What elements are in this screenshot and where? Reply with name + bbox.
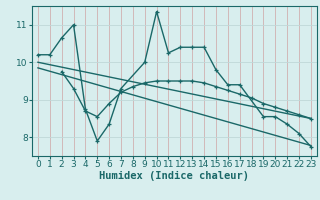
X-axis label: Humidex (Indice chaleur): Humidex (Indice chaleur) — [100, 171, 249, 181]
